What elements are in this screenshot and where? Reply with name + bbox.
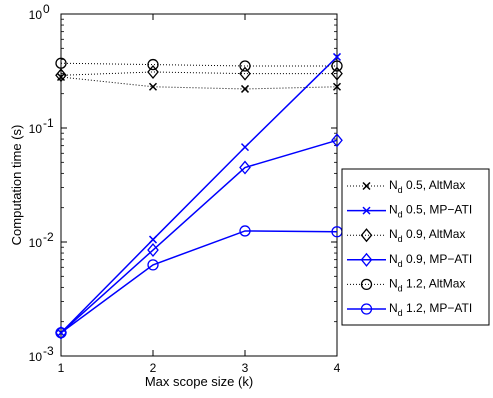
diamond-marker <box>147 64 159 80</box>
circle-marker <box>55 57 67 69</box>
legend-label: Nd 0.9, AltMax <box>389 227 465 244</box>
x-marker <box>148 235 158 244</box>
x-marker <box>332 52 342 61</box>
diamond-marker <box>331 66 343 81</box>
x-tick-label: 1 <box>58 361 65 375</box>
legend-label: Nd 1.2, AltMax <box>389 276 465 293</box>
y-axis-label: Computation time (s) <box>9 125 24 246</box>
diamond-marker <box>331 133 343 148</box>
diamond-marker <box>55 68 67 83</box>
y-tick-exponent: -1 <box>43 116 54 130</box>
legend-entry: Nd 0.9, AltMax <box>347 227 465 244</box>
series-line <box>60 62 337 67</box>
series-group <box>55 52 343 340</box>
y-tick-exponent: 0 <box>43 2 50 16</box>
legend: Nd 0.5, AltMax Nd 0.5, MP−ATI Nd 0.9, AltM… <box>341 168 490 326</box>
legend-label: Nd 0.9, MP−ATI <box>389 252 472 269</box>
legend-entry: Nd 1.2, AltMax <box>347 276 465 293</box>
circle-marker <box>360 278 373 291</box>
x-marker <box>362 206 371 215</box>
x-axis-label: Max scope size (k) <box>145 374 253 389</box>
legend-label: Nd 1.2, MP−ATI <box>389 301 472 318</box>
circle-marker <box>239 225 251 237</box>
diamond-marker <box>239 160 251 175</box>
series-line <box>60 139 338 334</box>
circle-marker <box>55 327 67 339</box>
series-5 <box>55 225 343 339</box>
circle-marker <box>147 58 159 71</box>
legend-entry: Nd 0.5, MP−ATI <box>347 203 472 220</box>
legend-label: Nd 0.5, MP−ATI <box>389 203 472 220</box>
legend-entry: Nd 0.5, AltMax <box>347 178 465 195</box>
diamond-marker <box>360 228 373 243</box>
x-tick-label: 3 <box>242 361 249 375</box>
legend-label: Nd 0.5, AltMax <box>389 178 465 195</box>
x-marker <box>240 84 250 93</box>
legend-entry: Nd 0.9, MP−ATI <box>347 252 472 269</box>
x-marker <box>240 143 250 152</box>
series-2 <box>55 64 343 83</box>
y-tick-label: 10 <box>29 236 43 250</box>
y-tick-exponent: -2 <box>43 230 54 244</box>
circle-marker <box>360 303 373 315</box>
x-marker <box>148 82 158 91</box>
series-line <box>60 76 338 90</box>
series-line <box>60 71 337 76</box>
x-marker <box>362 181 371 191</box>
x-marker <box>332 82 342 91</box>
x-tick-label: 4 <box>334 361 341 375</box>
series-line <box>60 230 338 334</box>
legend-box <box>341 168 490 326</box>
y-tick-label: 10 <box>29 122 43 136</box>
legend-entry: Nd 1.2, MP−ATI <box>347 301 472 318</box>
diamond-marker <box>147 243 159 258</box>
y-tick-label: 10 <box>29 8 43 22</box>
diamond-marker <box>360 252 373 267</box>
series-4 <box>55 57 343 72</box>
diamond-marker <box>239 66 251 81</box>
y-tick-label: 10 <box>29 350 43 364</box>
x-axis-ticks: 1 2 3 4 <box>58 14 341 375</box>
circle-marker <box>331 60 343 72</box>
y-tick-exponent: -3 <box>43 344 54 358</box>
x-tick-label: 2 <box>150 361 157 375</box>
series-line <box>60 56 338 334</box>
circle-marker <box>147 259 159 271</box>
circle-marker <box>239 60 251 72</box>
